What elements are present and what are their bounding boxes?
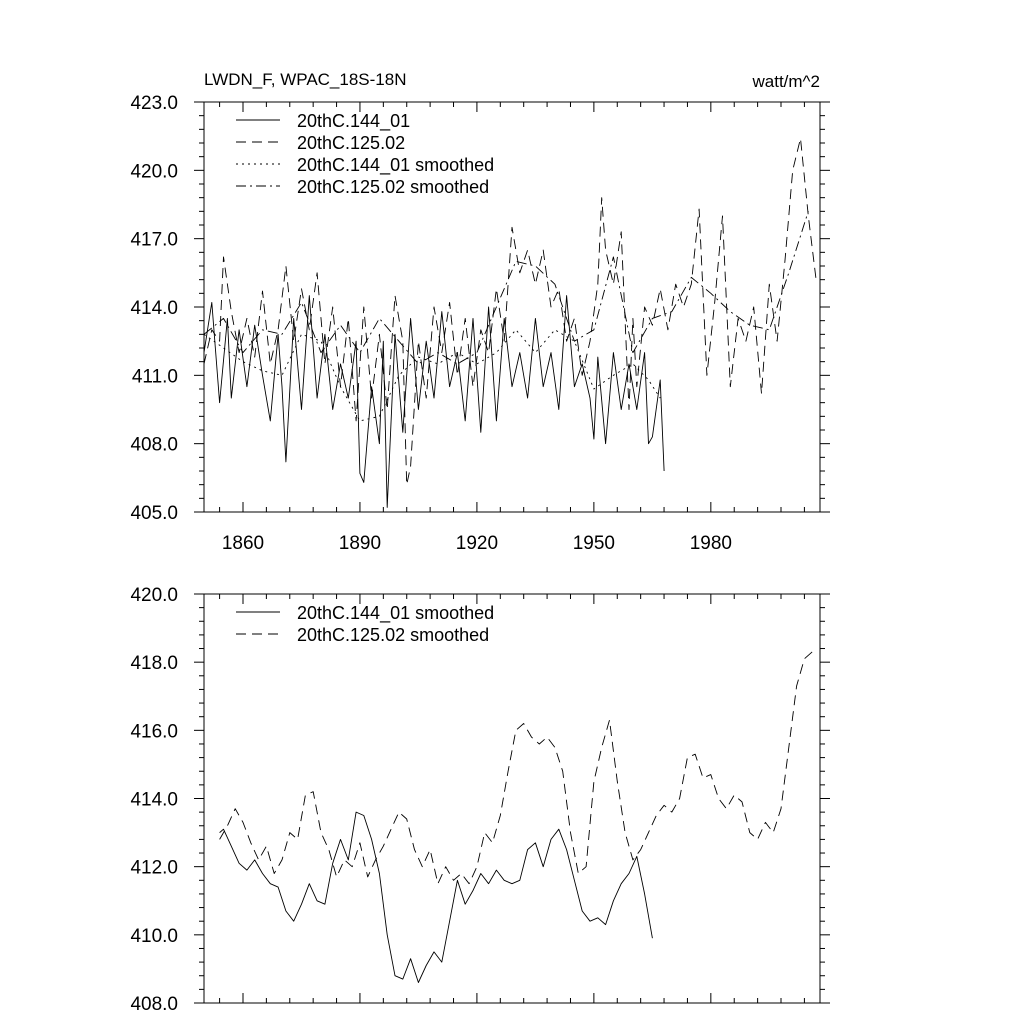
legend-label: 20thC.125.02 (297, 133, 405, 153)
y-tick-label: 423.0 (130, 93, 178, 114)
y-tick-label: 420.0 (130, 585, 178, 606)
units-label: watt/m^2 (752, 72, 821, 91)
bottom-panel: 408.0 410.0 412.0 414.0 416.0 418.0 420.0 20th… (130, 585, 830, 1015)
legend-label: 20thC.144_01 smoothed (297, 155, 494, 176)
series-line-2 (219, 651, 813, 885)
x-tick-label: 1950 (573, 533, 615, 554)
y-tick-label: 410.0 (130, 926, 178, 947)
series-line-2 (204, 137, 817, 486)
x-tick-label: 1890 (339, 533, 381, 554)
y-tick-label: 414.0 (130, 298, 178, 319)
y-tick-label: 412.0 (130, 858, 178, 879)
chart-title: LWDN_F, WPAC_18S-18N (204, 70, 406, 89)
top-plot-area: 1860 1890 1920 1950 1980 405.0 408.0 411.0 414.0… (130, 93, 830, 554)
top-panel: LWDN_F, WPAC_18S-18N watt/m^2 1860 1890 19… (130, 70, 830, 554)
x-tick-label: 1980 (690, 533, 732, 554)
y-tick-label: 414.0 (130, 790, 178, 811)
series-line-1 (204, 295, 665, 508)
legend-label: 20thC.144_01 (297, 111, 410, 132)
y-tick-label: 408.0 (130, 994, 178, 1015)
y-tick-label: 418.0 (130, 653, 178, 674)
x-tick-label: 1860 (222, 533, 264, 554)
series-line-3 (204, 329, 661, 422)
legend-label: 20thC.125.02 smoothed (297, 625, 489, 645)
y-tick-label: 408.0 (130, 435, 178, 456)
y-tick-label: 416.0 (130, 721, 178, 742)
plot-frame (203, 593, 821, 1004)
y-tick-label: 417.0 (130, 230, 178, 251)
y-tick-label: 420.0 (130, 161, 178, 182)
legend-label: 20thC.125.02 smoothed (297, 177, 489, 197)
bottom-plot-area: 408.0 410.0 412.0 414.0 416.0 418.0 420.0 (130, 585, 830, 1015)
y-tick-label: 411.0 (132, 366, 178, 387)
legend-label: 20thC.144_01 smoothed (297, 603, 494, 624)
y-tick-label: 405.0 (130, 503, 178, 524)
x-tick-label: 1920 (456, 533, 498, 554)
series-line-1 (219, 811, 653, 983)
series-line-4 (204, 211, 809, 365)
